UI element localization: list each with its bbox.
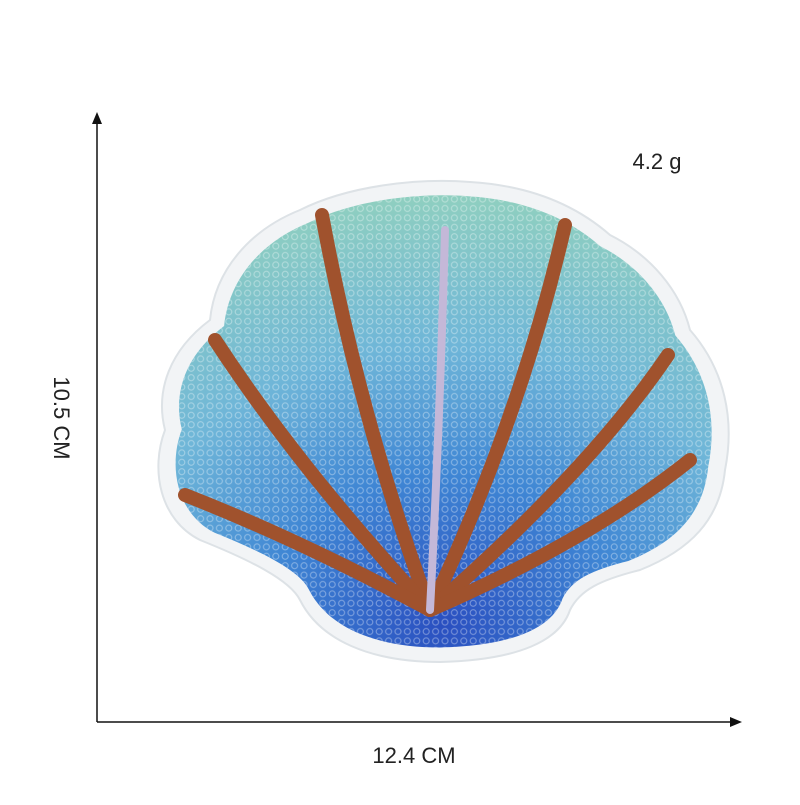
arrow-head <box>730 717 742 727</box>
dimension-lines <box>92 112 742 727</box>
height-label: 10.5 CM <box>49 376 74 459</box>
rib <box>178 488 437 617</box>
rib <box>315 208 437 617</box>
width-label: 12.4 CM <box>372 743 455 768</box>
weight-label: 4.2 g <box>633 149 682 174</box>
rib <box>423 218 572 617</box>
rib <box>423 348 675 617</box>
shell-ribs <box>178 208 697 617</box>
shell-patch <box>157 179 730 664</box>
arrow-head <box>92 112 102 124</box>
rib <box>208 333 437 617</box>
rib <box>426 226 449 614</box>
rib <box>423 453 697 617</box>
